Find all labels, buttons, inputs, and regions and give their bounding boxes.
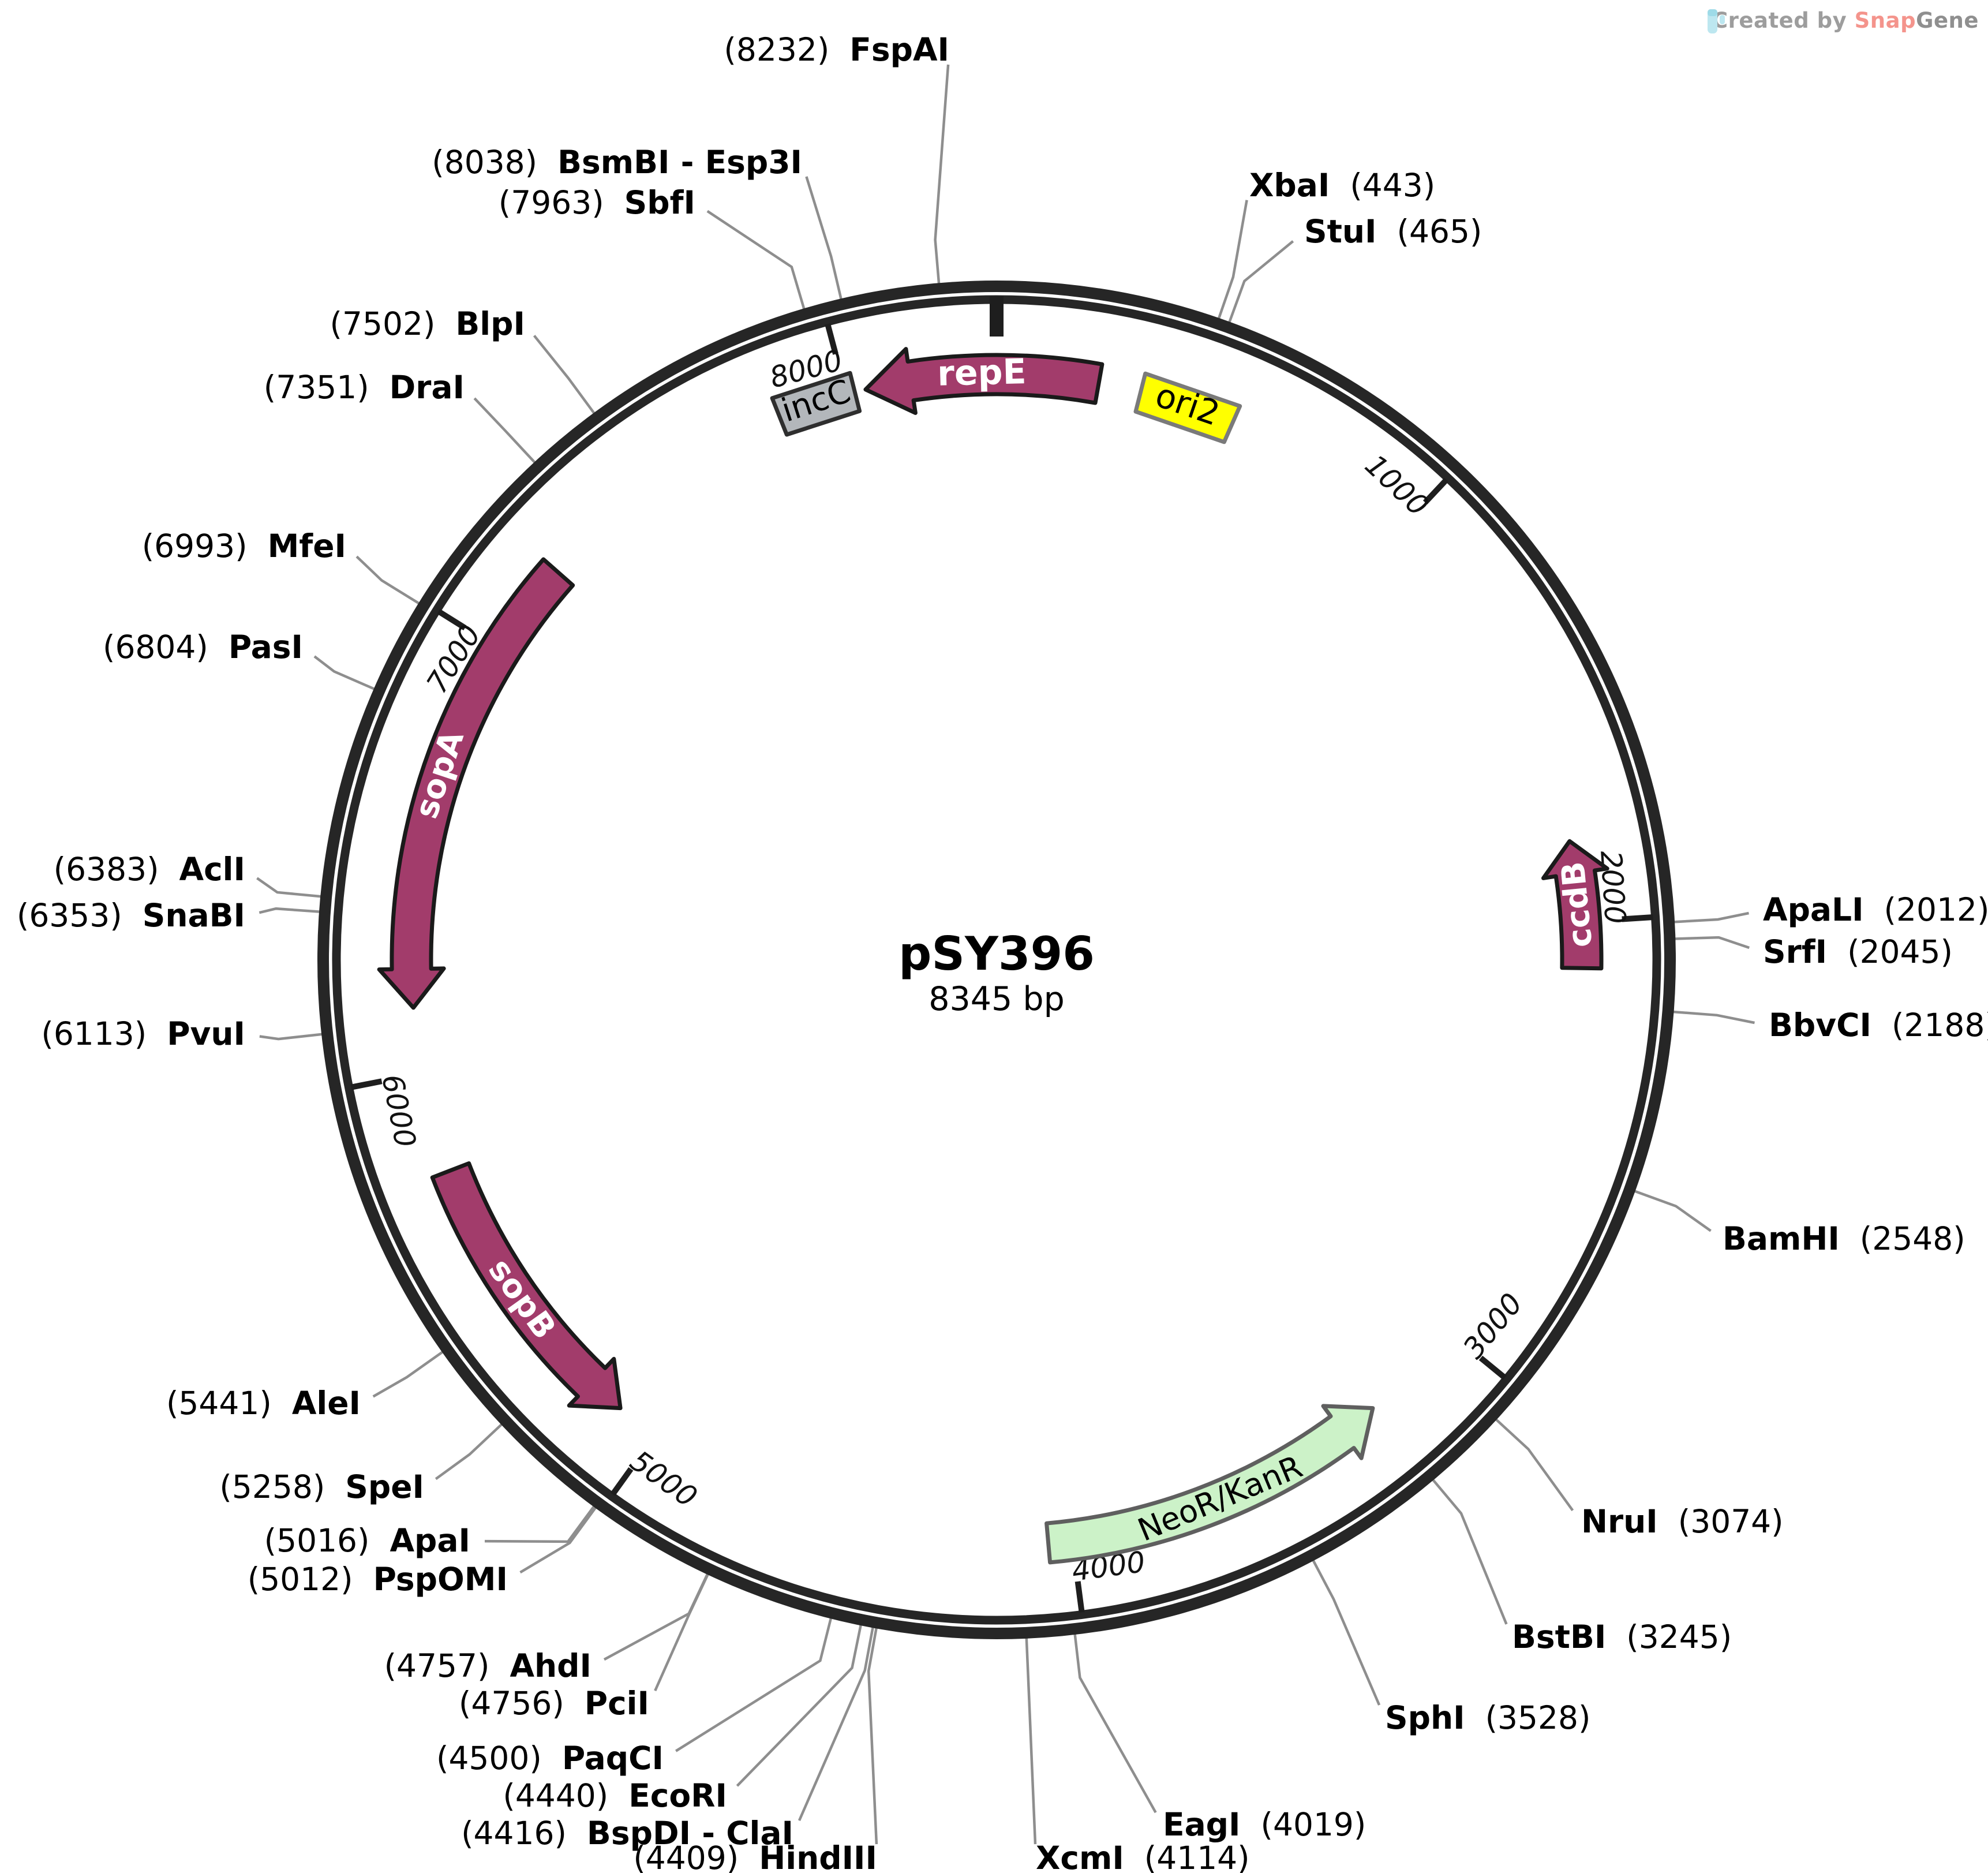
site-label-pvui: (6113) PvuI (41, 1015, 245, 1052)
leader-line-bstbi (1430, 1477, 1508, 1625)
site-label-hindiii: (4409) HindIII (633, 1840, 877, 1873)
site-label-layer: XbaI (443) StuI (465) ApaLI (2012) SrfI (20… (17, 31, 1988, 1873)
tick-label-5000: 5000 (624, 1444, 703, 1514)
site-label-xbai: XbaI (443) (1249, 167, 1435, 204)
leader-line-sphi (1311, 1557, 1381, 1706)
site-label-bsmbi-esp3i: (8038) BsmBI - Esp3I (432, 144, 802, 181)
leader-line-paqci (675, 1615, 833, 1752)
feature-repe (863, 347, 1105, 415)
leader-line-ecori (736, 1622, 863, 1787)
leader-line-acli (256, 877, 324, 898)
backbone-outer-circle (317, 281, 1676, 1639)
leader-line-snabi (259, 907, 323, 914)
leader-line-xcmi (1025, 1635, 1037, 1845)
leader-line-sbfi (706, 210, 806, 312)
leader-line-bsmbi-esp3i (805, 176, 843, 302)
tick-label-6000: 6000 (375, 1072, 422, 1150)
tick-mark-3000 (1478, 1355, 1507, 1380)
watermark-brand-gene: Gene (1916, 8, 1979, 33)
leader-line-pasi (313, 655, 377, 691)
site-label-mfei: (6993) MfeI (142, 528, 346, 564)
leader-line-fspai (934, 64, 950, 286)
leader-line-bbvci (1671, 1010, 1755, 1025)
feature-label-neor-kanr: NeoR/KanR (1133, 1448, 1308, 1549)
feature-label-ccdb: ccdB (1555, 860, 1600, 949)
feature-incc (770, 371, 862, 437)
feature-sopb (430, 1161, 623, 1411)
leader-line-pvui (259, 1033, 325, 1041)
site-label-acli: (6383) AclI (54, 851, 245, 888)
leader-line-spei (435, 1422, 504, 1481)
site-label-paqci: (4500) PaqCI (436, 1740, 664, 1777)
site-label-pspomi: (5012) PspOMI (248, 1561, 508, 1598)
site-label-ahdi: (4757) AhdI (384, 1647, 591, 1684)
watermark: Created by SnapGene (1704, 8, 1979, 33)
site-label-bbvci: BbvCI (2188) (1769, 1007, 1988, 1044)
plasmid-name: pSY396 (898, 927, 1095, 981)
leader-line-bspdi-clai (798, 1624, 875, 1822)
site-label-blpi: (7502) BlpI (330, 305, 525, 342)
leader-line-hindiii (867, 1625, 878, 1845)
tick-mark-8000 (825, 323, 838, 355)
leader-line-stui (1227, 240, 1294, 325)
watermark-brand-snap: Snap (1854, 8, 1916, 33)
tick-mark-4000 (1075, 1581, 1085, 1613)
feature-label-ori2: ori2 (1151, 375, 1225, 433)
feature-ccdb (1541, 839, 1609, 971)
site-label-nrui: NruI (3074) (1581, 1503, 1784, 1540)
site-label-apali: ApaLI (2012) (1763, 891, 1988, 928)
site-label-stui: StuI (465) (1304, 213, 1482, 250)
site-label-eagi: EagI (4019) (1163, 1806, 1366, 1843)
tick-mark-1000 (1422, 477, 1449, 504)
site-label-drai: (7351) DraI (264, 369, 465, 406)
leader-line-mfei (355, 555, 422, 606)
site-label-snabi: (6353) SnaBI (17, 897, 245, 934)
leader-line-eagi (1073, 1631, 1157, 1814)
leader-line-drai (473, 397, 538, 465)
site-label-alei: (5441) AleI (166, 1385, 361, 1422)
site-label-pasi: (6804) PasI (103, 629, 303, 666)
feature-sopa (377, 557, 575, 1010)
leader-line-pspomi (519, 1505, 598, 1574)
tick-mark-7000 (437, 609, 467, 631)
site-label-apai: (5016) ApaI (264, 1522, 470, 1559)
site-label-spei: (5258) SpeI (219, 1468, 424, 1505)
tick-mark-5000 (610, 1467, 634, 1496)
site-label-bstbi: BstBI (3245) (1512, 1618, 1732, 1655)
leader-line-xbai (1216, 200, 1248, 321)
site-label-pcii: (4756) PciI (459, 1685, 649, 1722)
leader-line-apai (484, 1504, 597, 1543)
site-label-xcmi: XcmI (4114) (1036, 1840, 1250, 1873)
watermark-created-by: Created by (1712, 8, 1855, 33)
site-label-ecori: (4440) EcoRI (503, 1777, 727, 1814)
feature-ori2 (1133, 371, 1242, 444)
tick-label-3000: 3000 (1457, 1287, 1529, 1365)
site-label-fspai: (8232) FspAI (724, 31, 949, 68)
site-label-sphi: SphI (3528) (1385, 1699, 1590, 1736)
leader-line-bamhi (1632, 1189, 1712, 1232)
leader-line-nrui (1493, 1416, 1574, 1512)
leader-line-ahdi (603, 1571, 710, 1661)
leader-line-blpi (533, 335, 597, 416)
tick-mark-2000 (1622, 914, 1653, 922)
leader-lines-layer (256, 64, 1755, 1845)
site-label-bspdi-clai: (4416) BspDI - ClaI (461, 1815, 793, 1852)
leader-line-srfi (1672, 936, 1750, 949)
feature-neor-kanr (1044, 1404, 1375, 1565)
plasmid-size: 8345 bp (929, 980, 1065, 1018)
leader-line-apali (1672, 911, 1749, 924)
site-label-srfi: SrfI (2045) (1763, 933, 1953, 970)
feature-label-repe: repE (937, 352, 1027, 394)
leader-line-alei (372, 1349, 445, 1398)
tick-mark-6000 (350, 1078, 383, 1090)
site-label-sbfi: (7963) SbfI (499, 184, 695, 221)
watermark-text: Created by SnapGene (1712, 8, 1979, 33)
site-label-bamhi: BamHI (2548) (1723, 1220, 1965, 1257)
